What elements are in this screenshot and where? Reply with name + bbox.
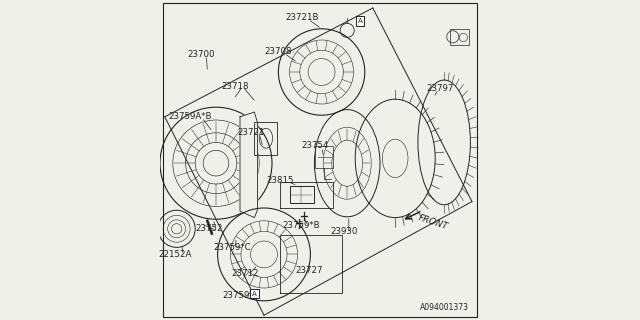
Text: 23721: 23721	[237, 128, 265, 137]
Text: 23759*A: 23759*A	[223, 292, 260, 300]
Text: 23712: 23712	[231, 269, 259, 278]
Text: 23815: 23815	[266, 176, 294, 185]
Text: 22152A: 22152A	[159, 250, 192, 259]
Bar	[450, 29, 470, 45]
Text: 23708: 23708	[265, 47, 292, 56]
Text: FRONT: FRONT	[418, 213, 450, 231]
Text: A: A	[358, 18, 362, 24]
Text: A: A	[252, 291, 257, 297]
Text: A094001373: A094001373	[420, 303, 469, 312]
Bar	[254, 122, 278, 155]
Bar	[290, 186, 314, 203]
Text: 23797: 23797	[426, 84, 454, 92]
Text: 23759*B: 23759*B	[282, 221, 319, 230]
Text: 23752: 23752	[196, 224, 223, 233]
Text: 23759*C: 23759*C	[213, 244, 251, 252]
Bar	[315, 146, 333, 168]
Text: 23930: 23930	[330, 228, 358, 236]
Text: 23700: 23700	[188, 50, 215, 59]
Text: 23759A*B: 23759A*B	[169, 112, 212, 121]
Text: 23754: 23754	[301, 141, 329, 150]
Text: 23718: 23718	[221, 82, 249, 91]
Text: 23727: 23727	[295, 266, 323, 275]
Text: 23721B: 23721B	[285, 13, 319, 22]
Polygon shape	[240, 112, 258, 218]
